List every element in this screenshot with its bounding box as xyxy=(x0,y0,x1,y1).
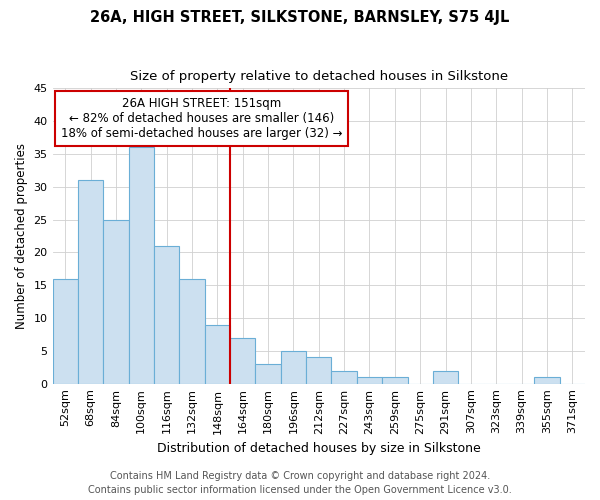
Bar xyxy=(230,338,256,384)
Bar xyxy=(382,377,407,384)
X-axis label: Distribution of detached houses by size in Silkstone: Distribution of detached houses by size … xyxy=(157,442,481,455)
Bar xyxy=(179,278,205,384)
Bar xyxy=(281,351,306,384)
Text: Contains HM Land Registry data © Crown copyright and database right 2024.
Contai: Contains HM Land Registry data © Crown c… xyxy=(88,471,512,495)
Y-axis label: Number of detached properties: Number of detached properties xyxy=(15,143,28,329)
Text: 26A HIGH STREET: 151sqm
← 82% of detached houses are smaller (146)
18% of semi-d: 26A HIGH STREET: 151sqm ← 82% of detache… xyxy=(61,97,343,140)
Bar xyxy=(53,278,78,384)
Bar xyxy=(78,180,103,384)
Bar xyxy=(256,364,281,384)
Bar xyxy=(534,377,560,384)
Bar xyxy=(154,246,179,384)
Bar xyxy=(331,370,357,384)
Text: 26A, HIGH STREET, SILKSTONE, BARNSLEY, S75 4JL: 26A, HIGH STREET, SILKSTONE, BARNSLEY, S… xyxy=(91,10,509,25)
Bar xyxy=(103,220,128,384)
Bar xyxy=(128,148,154,384)
Bar xyxy=(433,370,458,384)
Title: Size of property relative to detached houses in Silkstone: Size of property relative to detached ho… xyxy=(130,70,508,83)
Bar xyxy=(306,358,331,384)
Bar xyxy=(357,377,382,384)
Bar xyxy=(205,324,230,384)
